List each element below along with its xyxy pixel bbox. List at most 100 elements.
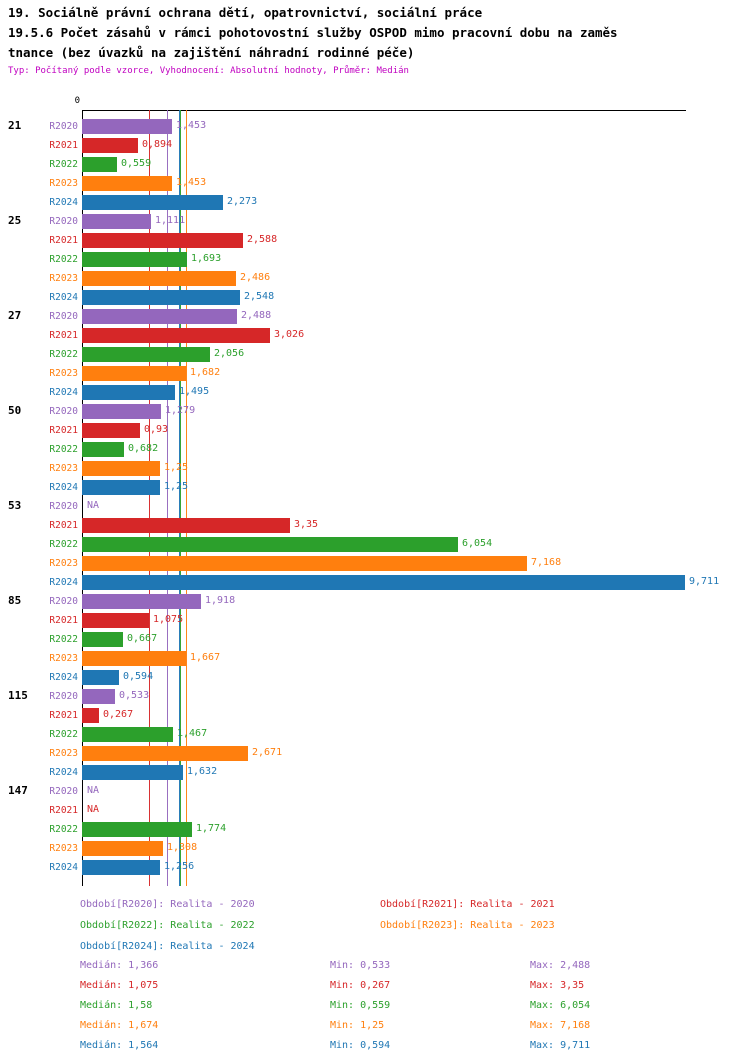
row-label: R2020 [49, 501, 78, 512]
bar [82, 442, 124, 457]
bar-value-label: 1,774 [196, 823, 227, 834]
row-label: R2024 [49, 387, 78, 398]
bar [82, 290, 240, 305]
row-label: R2024 [49, 862, 78, 873]
bar-value-label: 0,93 [144, 424, 169, 435]
bar-value-label: 2,671 [252, 747, 283, 758]
row-label: R2021 [49, 425, 78, 436]
bar [82, 233, 243, 248]
stat-median: Medián: 1,674 [80, 1020, 159, 1031]
stat-median: Medián: 1,58 [80, 1000, 153, 1011]
chart-subtitle: Typ: Počítaný podle vzorce, Vyhodnocení:… [8, 66, 409, 76]
bar-value-label: 1,279 [165, 405, 196, 416]
bar [82, 366, 186, 381]
bar-value-label: 1,467 [177, 728, 208, 739]
bar-value-label: 1,256 [164, 861, 195, 872]
stat-min: Min: 0,533 [330, 960, 391, 971]
bar-value-label: 1,495 [179, 386, 210, 397]
bar-value-label: 3,026 [274, 329, 305, 340]
row-label: R2021 [49, 235, 78, 246]
bar [82, 575, 685, 590]
row-label: R2023 [49, 368, 78, 379]
legend-item: Období[R2024]: Realita - 2024 [80, 941, 255, 952]
bar [82, 708, 99, 723]
median-line-r2024 [179, 110, 181, 886]
bar [82, 328, 270, 343]
bar-value-label: 1,453 [176, 177, 207, 188]
median-line-r2020 [166, 110, 168, 886]
row-label: R2023 [49, 463, 78, 474]
row-label: R2020 [49, 691, 78, 702]
row-label: R2020 [49, 121, 78, 132]
bar [82, 594, 201, 609]
bar [82, 613, 149, 628]
stat-max: Max: 6,054 [530, 1000, 591, 1011]
row-label: R2024 [49, 767, 78, 778]
bar [82, 651, 186, 666]
stat-max: Max: 3,35 [530, 980, 585, 991]
row-label: R2020 [49, 216, 78, 227]
median-line-r2022 [180, 110, 182, 886]
row-label: R2023 [49, 178, 78, 189]
bar [82, 385, 175, 400]
bar [82, 271, 236, 286]
row-label: R2021 [49, 805, 78, 816]
bar-value-label: 1,25 [164, 462, 189, 473]
bar-value-label: 0,594 [123, 671, 154, 682]
bar [82, 537, 458, 552]
row-label: R2020 [49, 406, 78, 417]
row-label: R2022 [49, 349, 78, 360]
group-label: 25 [8, 214, 22, 227]
group-label: 53 [8, 499, 22, 512]
stat-min: Min: 0,559 [330, 1000, 391, 1011]
stat-max: Max: 7,168 [530, 1020, 591, 1031]
row-label: R2022 [49, 254, 78, 265]
bar-value-label: 1,667 [190, 652, 221, 663]
legend-item: Období[R2020]: Realita - 2020 [80, 899, 255, 910]
bar-value-label: 1,693 [191, 253, 222, 264]
bar [82, 670, 119, 685]
row-label: R2020 [49, 311, 78, 322]
stat-min: Min: 1,25 [330, 1020, 385, 1031]
stat-median: Medián: 1,075 [80, 980, 159, 991]
bar-value-label: 2,488 [241, 310, 272, 321]
bar-value-label: 1,632 [187, 766, 218, 777]
bar-value-label: 1,918 [205, 595, 236, 606]
bar-value-label: 1,682 [190, 367, 221, 378]
bar-value-label: 6,054 [462, 538, 493, 549]
row-label: R2023 [49, 748, 78, 759]
bar-value-label: 2,588 [247, 234, 278, 245]
row-label: R2021 [49, 615, 78, 626]
group-label: 147 [8, 784, 28, 797]
bar [82, 195, 223, 210]
bar [82, 841, 163, 856]
bar [82, 309, 237, 324]
chart-title-line3: tnance (bez úvazků na zajištění náhradní… [8, 45, 415, 60]
stat-max: Max: 2,488 [530, 960, 591, 971]
bar-value-label: 1,25 [164, 481, 189, 492]
row-label: R2021 [49, 520, 78, 531]
bar [82, 689, 115, 704]
median-line-r2021 [148, 110, 150, 886]
row-label: R2020 [49, 596, 78, 607]
bar [82, 176, 172, 191]
row-label: R2022 [49, 729, 78, 740]
bar [82, 518, 290, 533]
bar [82, 157, 117, 172]
row-label: R2022 [49, 444, 78, 455]
row-label: R2021 [49, 140, 78, 151]
row-label: R2022 [49, 824, 78, 835]
bar [82, 765, 183, 780]
bar [82, 214, 151, 229]
x-axis-line [82, 110, 686, 111]
row-label: R2024 [49, 197, 78, 208]
row-label: R2024 [49, 482, 78, 493]
bar [82, 632, 123, 647]
stat-median: Medián: 1,366 [80, 960, 159, 971]
bar [82, 423, 140, 438]
bar-value-label: 0,533 [119, 690, 150, 701]
bar [82, 252, 187, 267]
bar [82, 404, 161, 419]
bar-value-label: 0,267 [103, 709, 134, 720]
bar-value-label: 0,667 [127, 633, 158, 644]
